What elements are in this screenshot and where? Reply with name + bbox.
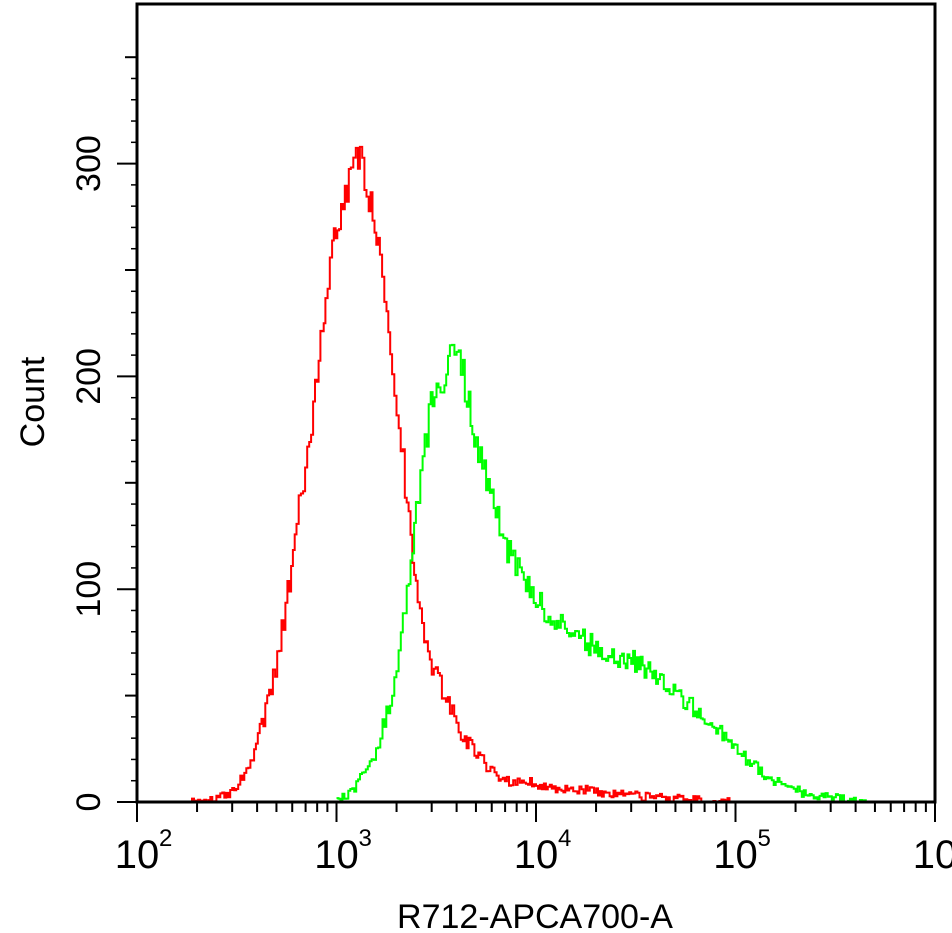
y-tick-label: 200 [70, 348, 108, 405]
x-tick-exponent: 4 [558, 825, 571, 852]
x-tick-label: 10 [514, 833, 559, 877]
plot-frame [135, 2, 937, 804]
y-tick-label: 0 [70, 793, 108, 812]
x-tick-label: 10 [713, 833, 758, 877]
series-layer [187, 145, 867, 803]
x-tick-exponent: 3 [359, 825, 372, 852]
x-tick-label: 10 [314, 833, 359, 877]
x-tick-exponent: 2 [159, 825, 172, 852]
x-axis-label: R712-APCA700-A [397, 898, 673, 933]
x-tick-label: 10 [913, 833, 952, 877]
y-tick-label: 100 [70, 561, 108, 618]
y-axis-label: Count [14, 356, 52, 447]
x-tick-exponent: 5 [758, 825, 771, 852]
y-tick-labels: 0 100 200 300 [70, 135, 108, 811]
series-line-1 [187, 145, 736, 803]
axis-ticks [117, 56, 936, 822]
x-tick-labels: 10 2 10 3 10 4 10 5 10 [115, 825, 952, 877]
series-line-2 [336, 343, 867, 803]
x-tick-label: 10 [115, 833, 160, 877]
y-tick-label: 300 [70, 135, 108, 192]
